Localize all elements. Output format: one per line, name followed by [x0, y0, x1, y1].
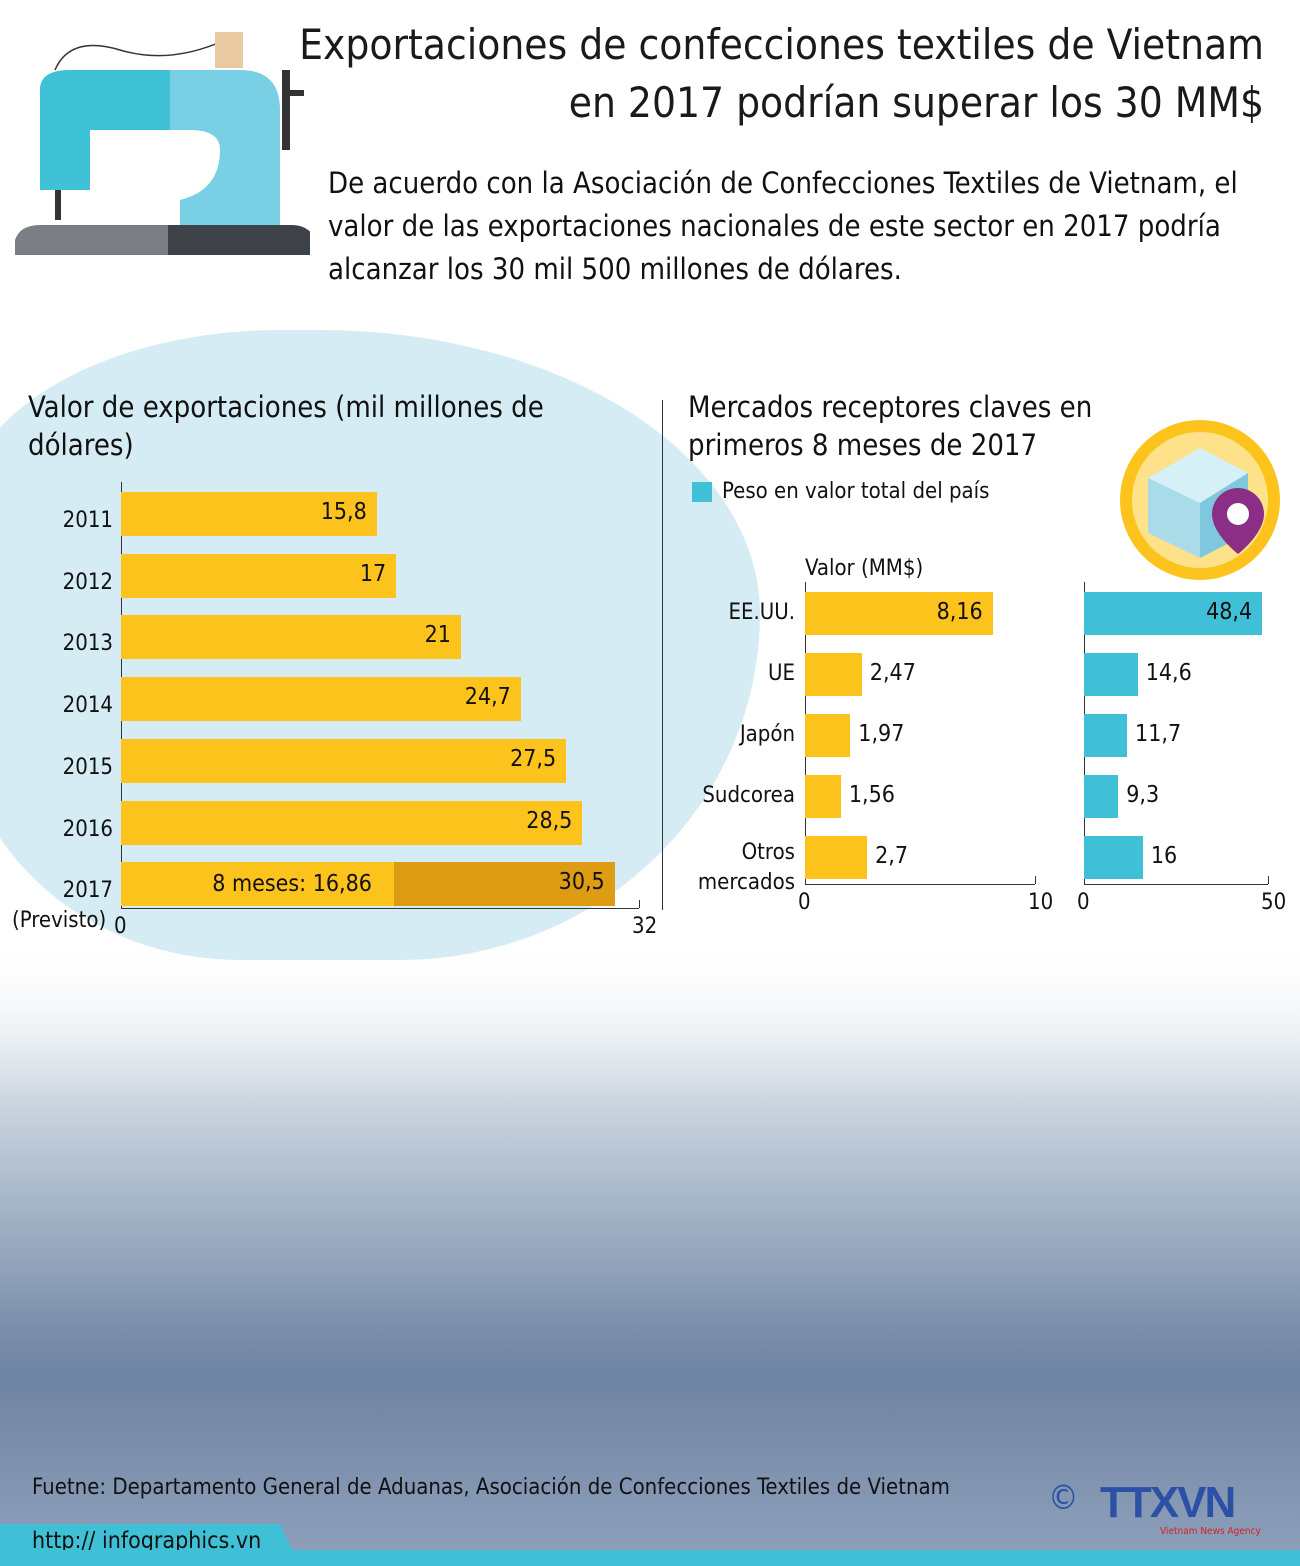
chart2-axis-title: Valor (MM$): [805, 556, 924, 581]
legend-swatch: [692, 482, 712, 502]
data-label: 2,47: [869, 660, 916, 686]
category-label: Japón: [739, 722, 795, 747]
data-label: 24,7: [464, 684, 511, 711]
category-label: 2012: [62, 569, 113, 595]
bar: [1084, 775, 1119, 818]
logo-subtitle: Vietnam News Agency: [1160, 1526, 1261, 1537]
bar: [121, 677, 521, 722]
category-label: Otros mercados: [697, 840, 795, 895]
data-label: 17: [359, 560, 387, 587]
bar: [1084, 836, 1143, 879]
data-label: 1,56: [848, 782, 895, 808]
data-label: 8,16: [936, 599, 983, 625]
tick-label: 0: [798, 890, 811, 915]
ttxvn-logo: TTXVN: [1100, 1478, 1236, 1527]
legend-label: Peso en valor total del país: [722, 479, 990, 504]
category-label: 2017: [62, 878, 113, 904]
axis-line: [121, 908, 639, 909]
factory-photo: [0, 940, 1300, 1566]
data-label: 27,5: [510, 745, 557, 772]
bar: [121, 492, 377, 536]
category-label: 2014: [62, 693, 113, 719]
partial-label: 8 meses: 16,86: [212, 871, 372, 898]
axis-tick: [639, 900, 640, 908]
copyright-icon: ©: [1048, 1478, 1079, 1518]
bar: [1084, 653, 1138, 696]
tick-label: 0: [1077, 890, 1090, 915]
title-line-1: Exportaciones de confecciones textiles d…: [299, 20, 1264, 69]
source-text: Fuetne: Departamento General de Aduanas,…: [32, 1475, 950, 1500]
tick-label: 32: [632, 914, 658, 939]
chart2-title: Mercados receptores claves en primeros 8…: [688, 390, 1093, 462]
bar: [1084, 714, 1128, 757]
category-label: EE.UU.: [728, 600, 795, 625]
bar: [121, 800, 583, 845]
bar-remainder: [393, 862, 615, 907]
tick-label: 50: [1261, 890, 1287, 915]
bar: [805, 775, 841, 818]
url-link[interactable]: http:// infographics.vn: [32, 1528, 262, 1554]
data-label: 21: [424, 622, 451, 649]
category-label: 2013: [62, 631, 113, 657]
bar: [805, 653, 862, 696]
title-line-2: en 2017 podrían superar los 30 MM$: [568, 78, 1264, 127]
bar: [121, 553, 397, 598]
data-label: 1,97: [858, 721, 905, 747]
data-label: 48,4: [1206, 599, 1253, 625]
axis-line: [1084, 884, 1268, 885]
bar: [1084, 592, 1263, 635]
data-label: 28,5: [526, 807, 573, 834]
footer-band: [0, 1550, 1300, 1566]
intro-text: De acuerdo con la Asociación de Confecci…: [328, 166, 1238, 286]
sewing-machine-icon: [15, 32, 310, 255]
data-label: 30,5: [558, 869, 605, 896]
bar: [121, 738, 567, 783]
data-label: 16: [1150, 843, 1178, 869]
data-label: 2,7: [875, 843, 908, 869]
axis-tick: [1268, 876, 1269, 884]
bar: [805, 592, 993, 635]
axis-tick: [1035, 876, 1036, 884]
data-label: 14,6: [1145, 660, 1192, 686]
package-location-icon: [1120, 420, 1280, 580]
bar: [805, 714, 851, 757]
tick-label: 10: [1028, 890, 1054, 915]
category-label: 2011: [62, 508, 113, 533]
category-note: (Previsto): [12, 908, 107, 933]
tick-label: 0: [114, 914, 127, 939]
page-title: Exportaciones de confecciones textiles d…: [299, 16, 1264, 132]
divider: [662, 400, 663, 910]
data-label: 15,8: [320, 499, 367, 525]
bar: [121, 615, 461, 660]
category-label: 2015: [62, 754, 113, 780]
category-label: 2016: [62, 816, 113, 842]
data-label: 11,7: [1135, 721, 1182, 747]
data-label: 9,3: [1126, 782, 1160, 808]
category-label: UE: [768, 661, 795, 686]
category-label: Sudcorea: [702, 783, 795, 808]
bar: [805, 836, 868, 879]
chart1-title: Valor de exportaciones (mil millones de …: [28, 390, 544, 462]
axis-line: [805, 884, 1035, 885]
